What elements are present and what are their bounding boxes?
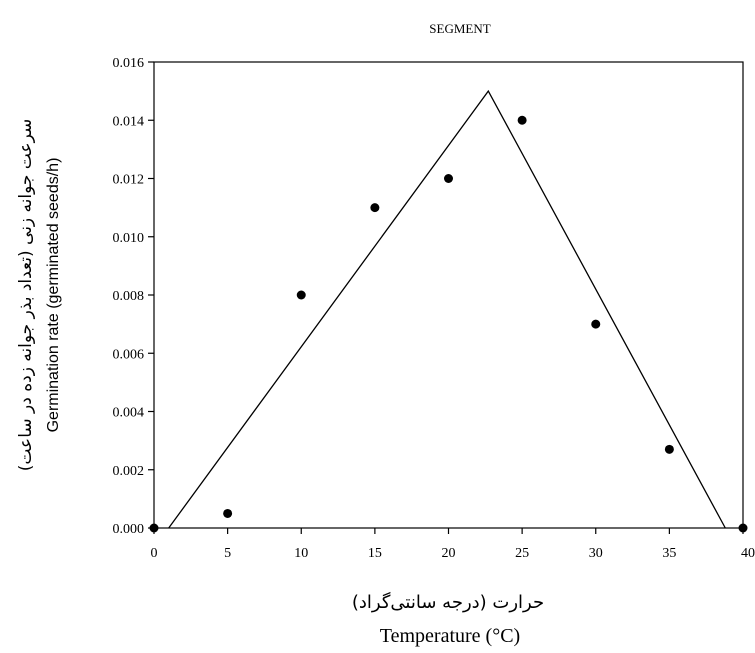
data-point <box>664 444 674 454</box>
y-tick-label: 0.010 <box>113 231 145 246</box>
x-tick-label: 35 <box>662 546 676 561</box>
y-tick-label: 0.004 <box>113 406 145 421</box>
y-tick-label: 0.002 <box>113 464 145 479</box>
data-point <box>517 115 527 125</box>
x-tick-label: 5 <box>224 546 231 561</box>
data-point <box>591 319 601 329</box>
y-axis-label-persian: سرعت جوانه زنی (تعداد بذر جوانه زده در س… <box>16 119 36 472</box>
x-tick-label: 0 <box>151 546 158 561</box>
data-point <box>444 174 453 183</box>
x-axis-label: Temperature (°C) <box>380 625 520 647</box>
x-tick-label: 20 <box>442 546 456 561</box>
x-tick-label: 15 <box>368 546 382 561</box>
y-tick-label: 0.014 <box>113 114 145 129</box>
x-tick-label: 30 <box>589 546 603 561</box>
axis-corner-marker <box>149 523 159 533</box>
y-axis-label: Germination rate (germinated seeds/h) <box>45 158 62 433</box>
x-axis-label-persian: حرارت (درجه سانتی‌گراد) <box>352 591 544 613</box>
x-tick-label: 25 <box>515 546 529 561</box>
chart-title: SEGMENT <box>429 21 490 36</box>
data-point <box>296 290 306 300</box>
y-tick-label: 0.000 <box>113 522 145 537</box>
plot-area-frame <box>153 61 744 529</box>
x-tick-label: 10 <box>294 546 308 561</box>
axis-corner-marker <box>738 523 748 533</box>
data-points <box>149 115 748 533</box>
y-tick-label: 0.016 <box>113 56 145 71</box>
data-point <box>370 203 380 213</box>
y-axis: 0.000 0.002 0.004 0.006 0.008 0.010 0.012 0.014… <box>113 56 154 537</box>
y-tick-label: 0.006 <box>113 347 145 362</box>
y-tick-label: 0.008 <box>113 289 145 304</box>
segment-model-line <box>168 89 726 529</box>
x-tick-label: 40 <box>741 546 755 561</box>
data-point <box>223 508 233 518</box>
y-tick-label: 0.012 <box>113 173 145 188</box>
x-axis: 0 5 10 15 20 25 30 35 40 <box>151 528 755 561</box>
